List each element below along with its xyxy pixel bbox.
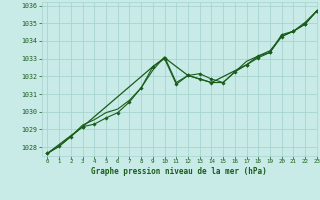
X-axis label: Graphe pression niveau de la mer (hPa): Graphe pression niveau de la mer (hPa) [91, 167, 267, 176]
